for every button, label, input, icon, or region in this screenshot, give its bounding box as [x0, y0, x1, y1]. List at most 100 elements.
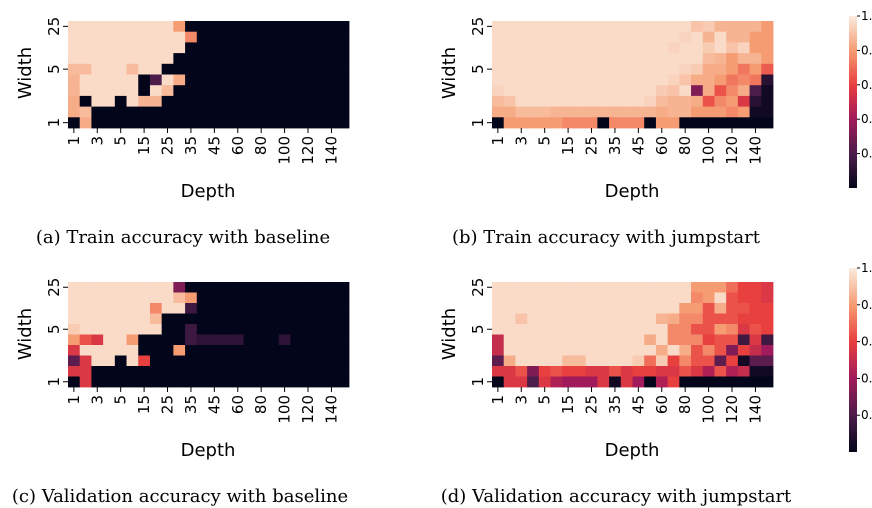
heatmap-cell: [737, 106, 750, 118]
heatmap-cell: [243, 95, 256, 107]
heatmap-cell: [749, 74, 762, 86]
heatmap-cell: [679, 345, 692, 356]
heatmap-cell: [337, 376, 350, 388]
heatmap-cell: [562, 106, 575, 118]
heatmap-cell: [761, 85, 774, 97]
heatmap-cell: [492, 53, 505, 65]
heatmap-cell: [267, 324, 280, 335]
heatmap-cell: [609, 334, 622, 346]
heatmap-cell: [714, 366, 727, 377]
heatmap-cell: [620, 95, 633, 107]
heatmap-cell: [609, 345, 622, 356]
heatmap-cell: [231, 292, 245, 304]
heatmap-cell: [173, 42, 186, 54]
heatmap-cell: [231, 42, 245, 54]
heatmap-cell: [68, 376, 81, 388]
x-tick-label: 3: [88, 395, 106, 405]
x-tick-label: 120: [723, 395, 741, 424]
heatmap-cell: [620, 292, 633, 304]
heatmap-cell: [538, 366, 551, 377]
heatmap-cell: [667, 324, 680, 335]
heatmap-cell: [503, 334, 516, 346]
heatmap-cell: [492, 95, 505, 107]
heatmap-cell: [667, 345, 680, 356]
x-tick-label: 60: [653, 395, 671, 414]
heatmap-cell: [68, 42, 81, 54]
xlabel-a: Depth: [181, 181, 236, 202]
heatmap-cell: [267, 313, 280, 325]
heatmap-cell: [691, 74, 704, 86]
heatmap-cell: [278, 355, 291, 367]
heatmap-cell: [515, 376, 528, 388]
caption-a: (a) Train accuracy with baseline: [36, 227, 330, 248]
heatmap-cell: [220, 53, 233, 65]
heatmap-cell: [337, 74, 350, 86]
heatmap-cell: [573, 85, 587, 97]
heatmap-cell: [149, 292, 163, 304]
heatmap-cell: [208, 282, 221, 293]
heatmap-cell: [632, 282, 645, 293]
heatmap-cell: [138, 117, 151, 129]
x-tick-label: 25: [583, 395, 601, 414]
heatmap-cell: [503, 95, 516, 107]
heatmap-cell: [644, 282, 657, 293]
heatmap-cell: [114, 292, 127, 304]
heatmap-cell: [585, 42, 598, 54]
heatmap-cell: [573, 42, 587, 54]
heatmap-cell: [503, 282, 516, 293]
colorbar-tick-label: 0.8: [861, 335, 872, 349]
heatmap-cell: [290, 345, 303, 356]
heatmap-cell: [585, 95, 598, 107]
heatmap-cell: [138, 355, 151, 367]
heatmap-cell: [597, 117, 610, 129]
heatmap-cell: [231, 21, 245, 33]
heatmap-cell: [173, 74, 186, 86]
heatmap-cell: [185, 21, 198, 33]
heatmap-cell: [761, 117, 774, 129]
heatmap-cell: [267, 95, 280, 107]
heatmap-cell: [290, 85, 303, 97]
heatmap-cell: [231, 355, 245, 367]
heatmap-cell: [114, 31, 127, 43]
heatmap-cell: [208, 355, 221, 367]
colorbar-tick-label: 0.9: [861, 43, 872, 57]
heatmap-cell: [220, 282, 233, 293]
heatmap-cell: [103, 292, 116, 304]
heatmap-cell: [231, 313, 245, 325]
heatmap-cell: [208, 42, 221, 54]
heatmap-cell: [185, 31, 198, 43]
heatmap-cell: [655, 324, 669, 335]
heatmap-cell: [243, 334, 256, 346]
heatmap-cell: [161, 324, 174, 335]
heatmap-cell: [243, 324, 256, 335]
heatmap-cell: [185, 292, 198, 304]
x-tick-label: 1: [65, 136, 83, 146]
heatmap-cell: [726, 313, 739, 325]
heatmap-cell: [667, 31, 680, 43]
heatmap-cell: [714, 53, 727, 65]
heatmap-cell: [220, 106, 233, 118]
heatmap-cell: [714, 95, 727, 107]
heatmap-cell: [726, 376, 739, 388]
heatmap-cell: [149, 334, 163, 346]
x-tick-label: 100: [700, 395, 718, 424]
heatmap-cell: [337, 85, 350, 97]
heatmap-cell: [208, 366, 221, 377]
heatmap-cell: [550, 282, 563, 293]
heatmap-cell: [103, 282, 116, 293]
heatmap-cell: [196, 303, 209, 314]
heatmap-cell: [702, 313, 715, 325]
heatmap-cell: [313, 117, 326, 129]
heatmap-cell: [562, 376, 575, 388]
heatmap-cell: [644, 95, 657, 107]
heatmap-cell: [726, 85, 739, 97]
heatmap-cell: [714, 42, 727, 54]
heatmap-cell: [302, 42, 315, 54]
heatmap-cell: [68, 21, 81, 33]
heatmap-cell: [573, 303, 587, 314]
heatmap-cell: [562, 63, 575, 75]
heatmap-cell: [302, 85, 315, 97]
x-tick-label: 120: [299, 395, 317, 424]
heatmap-cell: [609, 376, 622, 388]
